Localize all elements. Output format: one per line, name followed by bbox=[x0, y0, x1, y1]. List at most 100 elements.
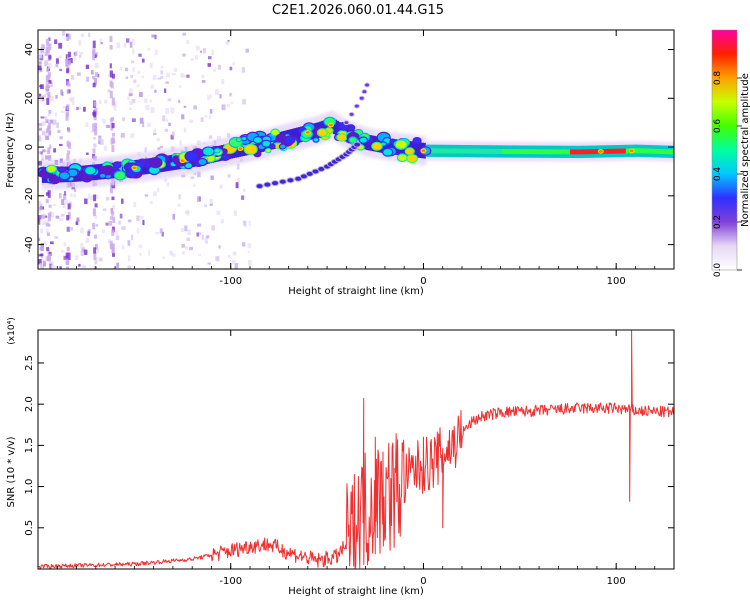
trace-band bbox=[390, 138, 394, 155]
trace-blob bbox=[45, 164, 58, 174]
noise-streak bbox=[67, 150, 71, 155]
noise-speck bbox=[164, 88, 167, 93]
noise-streak bbox=[109, 216, 113, 220]
noise-speck bbox=[215, 256, 219, 262]
noise-speck bbox=[138, 92, 143, 97]
noise-speck bbox=[85, 237, 90, 243]
spectrogram-x-axis-label: Height of straight line (km) bbox=[288, 286, 424, 297]
trace-blob bbox=[148, 157, 163, 169]
noise-speck bbox=[102, 208, 107, 211]
noise-speck bbox=[79, 51, 84, 55]
trace-core bbox=[487, 148, 490, 154]
trace-core bbox=[564, 149, 567, 155]
noise-speck bbox=[40, 264, 45, 269]
noise-speck bbox=[61, 30, 66, 36]
noise-speck bbox=[219, 184, 223, 189]
trace-hotspot bbox=[628, 148, 635, 154]
noise-streak bbox=[48, 55, 52, 60]
trace-core bbox=[602, 148, 606, 154]
noise-speck bbox=[177, 99, 181, 104]
trace-core bbox=[433, 148, 436, 154]
noise-streak bbox=[65, 266, 69, 269]
noise-speck bbox=[197, 223, 202, 227]
y-tick-label: -40 bbox=[24, 236, 35, 252]
trace-core bbox=[654, 148, 658, 154]
noise-speck bbox=[58, 143, 63, 146]
noise-speck bbox=[98, 99, 102, 104]
trace-blob bbox=[412, 136, 422, 145]
noise-speck bbox=[150, 84, 154, 89]
noise-speck bbox=[205, 235, 210, 239]
noise-speck bbox=[38, 48, 42, 54]
noise-streak bbox=[48, 109, 52, 114]
trace-core bbox=[612, 148, 615, 154]
noise-speck bbox=[150, 106, 155, 113]
noise-speck bbox=[180, 72, 184, 78]
noise-speck bbox=[209, 94, 212, 99]
noise-speck bbox=[163, 178, 168, 182]
noise-speck bbox=[38, 65, 42, 71]
noise-speck bbox=[178, 85, 182, 89]
noise-speck bbox=[74, 255, 79, 260]
trace-core bbox=[620, 148, 623, 154]
noise-speck bbox=[133, 201, 137, 208]
noise-speck bbox=[73, 193, 77, 198]
noise-speck bbox=[87, 193, 91, 199]
noise-speck bbox=[130, 133, 135, 138]
noise-streak bbox=[67, 54, 71, 63]
noise-speck bbox=[46, 218, 50, 225]
noise-speck bbox=[202, 48, 207, 54]
noise-speck bbox=[83, 249, 88, 255]
branch-blob bbox=[278, 178, 287, 185]
y-tick-label: 0.5 bbox=[24, 520, 35, 536]
noise-speck bbox=[57, 129, 61, 134]
trace-core bbox=[490, 148, 494, 154]
colorbar-tick-label: 0.8 bbox=[713, 71, 723, 86]
noise-speck bbox=[60, 213, 65, 217]
noise-speck bbox=[54, 39, 58, 44]
noise-speck bbox=[241, 67, 246, 73]
trace-core bbox=[456, 148, 459, 154]
trace-band bbox=[386, 138, 390, 154]
noise-speck bbox=[138, 53, 142, 57]
noise-speck bbox=[44, 116, 48, 120]
noise-speck bbox=[129, 107, 132, 111]
noise-speck bbox=[61, 199, 65, 206]
noise-speck bbox=[125, 76, 129, 79]
trace-band bbox=[415, 141, 419, 158]
noise-speck bbox=[172, 213, 176, 220]
trace-blob bbox=[101, 165, 115, 176]
noise-speck bbox=[166, 182, 170, 187]
trace-core bbox=[471, 148, 475, 154]
noise-streak bbox=[67, 252, 71, 260]
trace-blob bbox=[406, 153, 418, 164]
trace-core bbox=[625, 148, 629, 154]
snr-series bbox=[38, 330, 674, 569]
trace-core bbox=[512, 149, 515, 154]
noise-streak bbox=[48, 79, 52, 84]
noise-streak bbox=[111, 73, 115, 79]
noise-speck bbox=[82, 106, 86, 112]
noise-speck bbox=[58, 42, 63, 49]
trace-core bbox=[504, 149, 507, 154]
trace-band bbox=[392, 139, 396, 155]
trace-blob bbox=[283, 135, 296, 145]
noise-speck bbox=[38, 53, 42, 59]
trace-core bbox=[477, 148, 480, 154]
noise-speck bbox=[233, 210, 237, 216]
trace-blob bbox=[371, 141, 383, 151]
noise-speck bbox=[245, 48, 250, 53]
noise-streak bbox=[112, 216, 116, 223]
noise-speck bbox=[49, 144, 52, 149]
noise-streak bbox=[109, 70, 113, 78]
trace-band bbox=[334, 119, 338, 136]
noise-speck bbox=[45, 256, 48, 261]
trace-blob bbox=[83, 165, 97, 176]
noise-speck bbox=[227, 174, 231, 178]
trace-core bbox=[552, 149, 555, 155]
noise-speck bbox=[107, 238, 111, 244]
noise-speck bbox=[69, 193, 73, 198]
noise-speck bbox=[144, 194, 149, 197]
x-tick-label: 0 bbox=[420, 576, 426, 587]
